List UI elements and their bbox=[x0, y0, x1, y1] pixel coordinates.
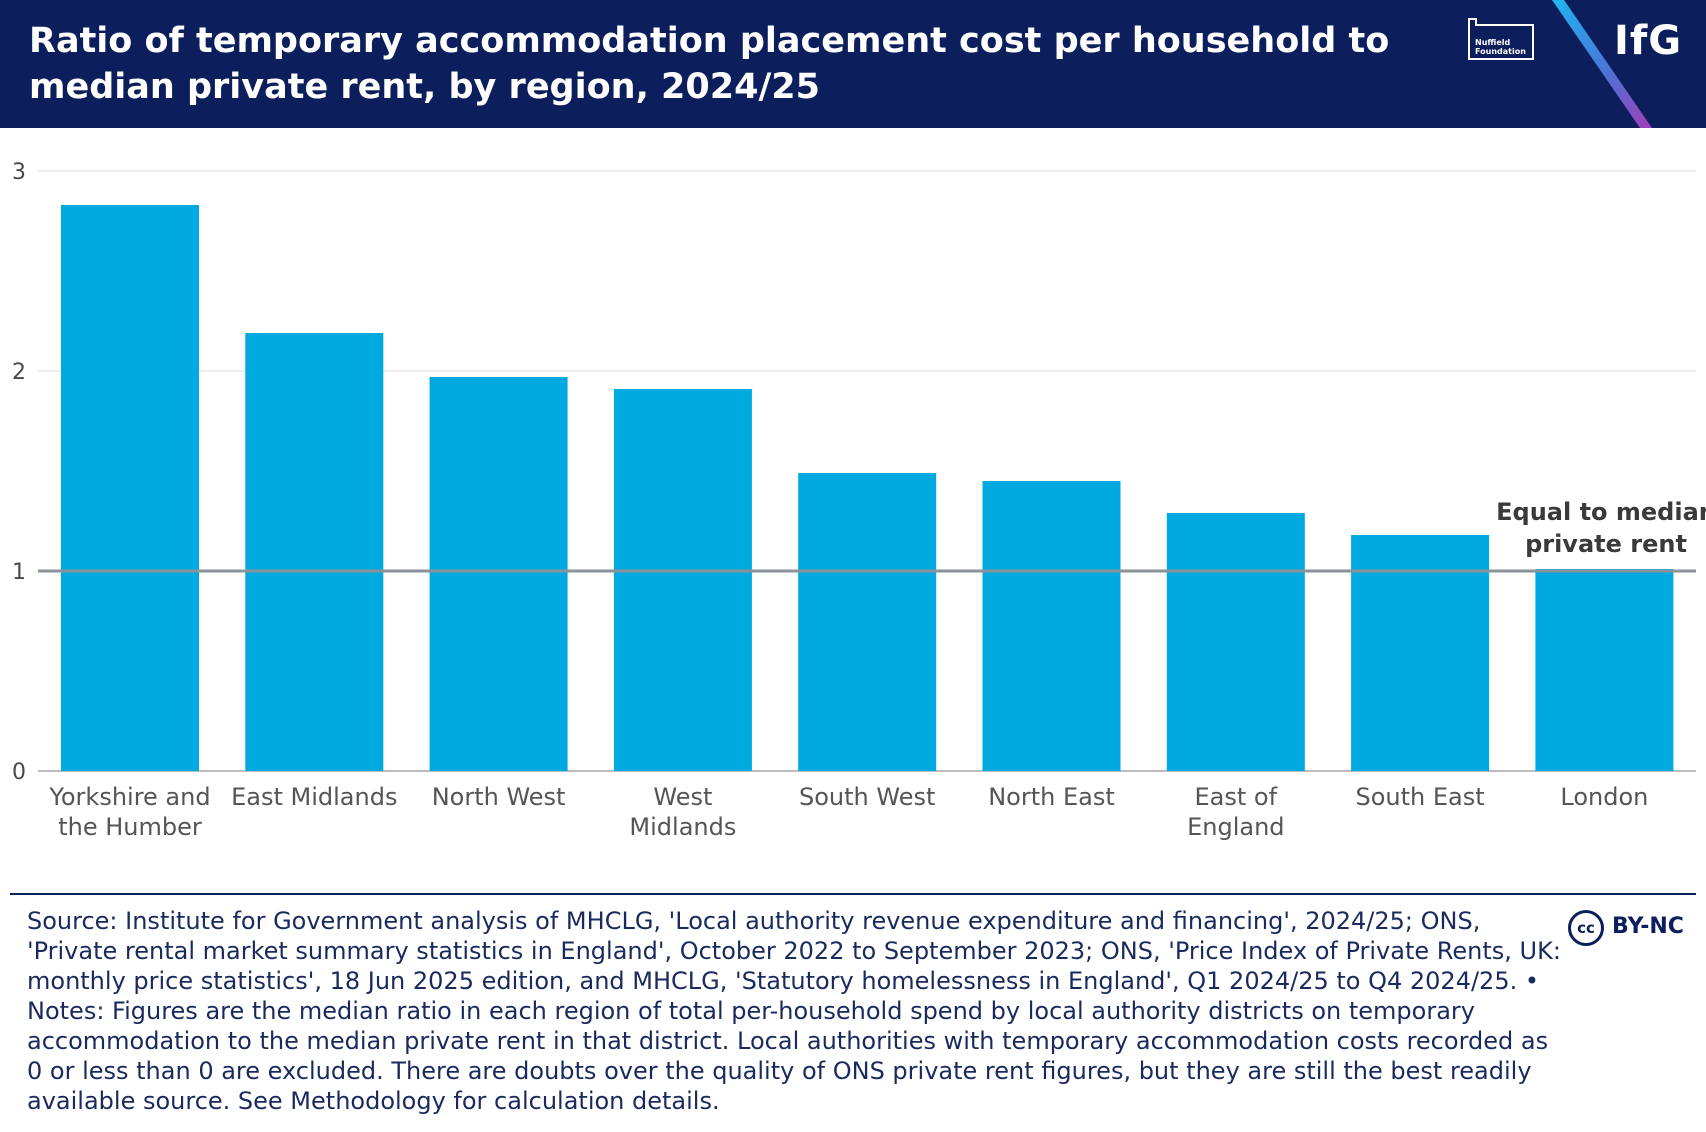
nuffield-logo-text: Nuffield Foundation bbox=[1475, 38, 1526, 56]
x-category-label: East of England bbox=[1187, 783, 1284, 841]
nuffield-logo bbox=[1468, 18, 1534, 60]
x-category-label: London bbox=[1560, 783, 1648, 811]
cc-icon: cc bbox=[1568, 910, 1604, 946]
reference-line-label: Equal to median private rent bbox=[1496, 498, 1706, 558]
x-category-label: North West bbox=[432, 783, 566, 811]
ifg-stripe-graphic bbox=[1552, 0, 1652, 128]
x-category-label: North East bbox=[988, 783, 1115, 811]
y-tick-label: 3 bbox=[12, 160, 26, 185]
y-tick-label: 1 bbox=[12, 560, 26, 585]
x-category-label: West Midlands bbox=[629, 783, 736, 841]
reference-line-group: Equal to median private rent bbox=[38, 498, 1706, 573]
chart-title: Ratio of temporary accommodation placeme… bbox=[29, 21, 1390, 107]
y-tick-label: 2 bbox=[12, 360, 26, 385]
bar[interactable] bbox=[245, 333, 384, 771]
header-banner: Ratio of temporary accommodation placeme… bbox=[0, 0, 1706, 128]
license-text: BY-NC bbox=[1612, 914, 1684, 939]
bar[interactable] bbox=[982, 481, 1121, 771]
source-notes: Source: Institute for Government analysi… bbox=[27, 907, 1561, 1115]
bar[interactable] bbox=[61, 205, 199, 771]
bar[interactable] bbox=[429, 377, 568, 771]
x-category-label: South East bbox=[1356, 783, 1485, 811]
x-category-label: East Midlands bbox=[231, 783, 397, 811]
category-labels: Yorkshire and the Humber East Midlands Nort… bbox=[48, 783, 1648, 841]
bar[interactable] bbox=[1166, 513, 1305, 771]
ifg-logo: IfG bbox=[1614, 18, 1683, 64]
bar[interactable] bbox=[1535, 569, 1674, 771]
bar[interactable] bbox=[798, 473, 937, 771]
bar[interactable] bbox=[613, 389, 752, 771]
y-tick-label: 0 bbox=[12, 760, 26, 785]
x-category-label: South West bbox=[799, 783, 935, 811]
x-category-label: Yorkshire and the Humber bbox=[48, 783, 210, 841]
bars bbox=[61, 205, 1674, 771]
footer-divider bbox=[10, 893, 1696, 895]
bar[interactable] bbox=[1351, 535, 1490, 771]
bar-chart: 0 1 2 3 Equal to median private rent Yorkshi… bbox=[12, 160, 1706, 841]
